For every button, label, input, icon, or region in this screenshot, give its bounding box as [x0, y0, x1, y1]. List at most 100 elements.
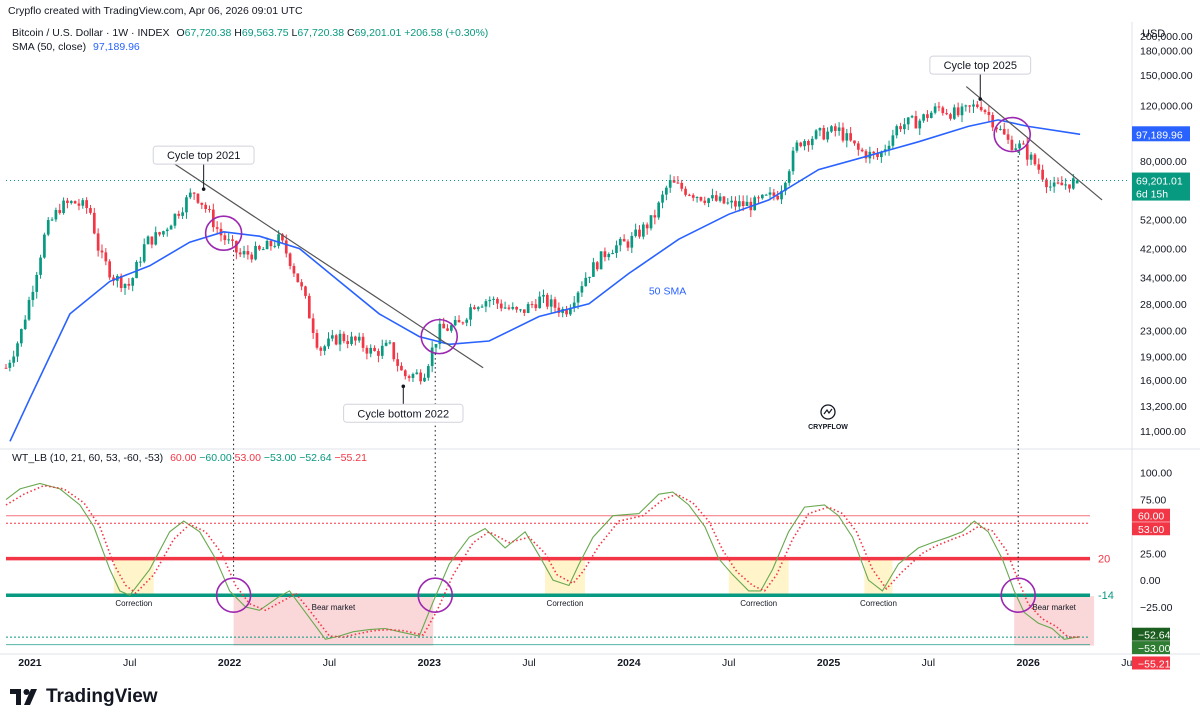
- price-tick-label: 120,000.00: [1140, 101, 1193, 113]
- candle-body: [1010, 139, 1014, 150]
- candle-body: [258, 245, 261, 250]
- osc-axis-55: −55.21: [1138, 658, 1171, 670]
- osc-axis-55-box: [1132, 656, 1170, 670]
- candle-body: [8, 362, 12, 368]
- price-tick-label: 11,000.00: [1140, 426, 1186, 438]
- candle-body: [914, 116, 918, 129]
- candle-body: [227, 239, 231, 241]
- time-tick-label: 2023: [418, 657, 442, 669]
- candle-body: [876, 153, 879, 158]
- currency-label: USD: [1142, 28, 1166, 40]
- candle-body: [261, 249, 265, 251]
- candle-body: [146, 236, 150, 245]
- candle-body: [373, 347, 376, 352]
- candle-body: [676, 182, 680, 184]
- tradingview-logo[interactable]: TradingView: [10, 686, 158, 708]
- candle-body: [791, 150, 795, 172]
- candle-body: [177, 213, 181, 216]
- price-tick-label: 23,000.00: [1140, 326, 1187, 338]
- candle-body: [519, 309, 522, 311]
- osc-level-label: -14: [1098, 590, 1114, 602]
- candle-body: [995, 127, 998, 130]
- candle-body: [507, 307, 511, 309]
- candle-body: [142, 244, 146, 262]
- candle-body: [342, 333, 346, 342]
- candle-body: [699, 196, 703, 201]
- candle-body: [826, 131, 829, 140]
- candle-body: [968, 105, 972, 107]
- symbol-legend[interactable]: Bitcoin / U.S. Dollar · 1W · INDEX O67,7…: [12, 27, 488, 39]
- callout-box: [929, 55, 1032, 75]
- candle-body: [181, 212, 184, 216]
- candle-body: [745, 201, 749, 207]
- indicator-legend[interactable]: WT_LB (10, 21, 60, 53, -60, -53) 60.00 −…: [12, 452, 367, 464]
- candle-body: [188, 192, 192, 198]
- candle-body: [714, 195, 718, 201]
- trendline-2025: [965, 86, 1103, 201]
- candle-body: [54, 209, 58, 220]
- candle-body: [123, 283, 127, 289]
- candle-body: [12, 356, 16, 363]
- cycle-circle: [993, 116, 1032, 153]
- osc-axis-60-box: [1132, 508, 1170, 522]
- candle-body: [1033, 154, 1037, 165]
- candle-body: [526, 304, 530, 313]
- indicator-value-1: 60.00: [170, 452, 197, 464]
- candle-body: [20, 329, 23, 344]
- osc-tick-label: 25.00: [1140, 548, 1166, 560]
- candle-body: [499, 303, 503, 309]
- candle-body: [1060, 182, 1064, 186]
- candle-body: [787, 171, 791, 183]
- candle-body: [549, 299, 553, 307]
- candle-body: [100, 250, 104, 253]
- candle-body: [196, 193, 200, 203]
- candle-body: [300, 282, 303, 287]
- candle-body: [1022, 143, 1025, 145]
- candle-body: [354, 336, 357, 341]
- candle-body: [403, 370, 407, 377]
- osc-axis-signal-box: [1132, 641, 1170, 655]
- candle-body: [553, 299, 557, 308]
- candle-body: [104, 252, 108, 262]
- candle-body: [764, 194, 768, 196]
- candle-body: [741, 201, 745, 207]
- time-tick-label: Jul: [1121, 657, 1134, 669]
- candle-body: [392, 342, 396, 360]
- osc-axis-wave-box: [1132, 627, 1170, 641]
- candle-body: [338, 333, 342, 345]
- price-tick-label: 200,000.00: [1140, 31, 1193, 43]
- candle-body: [231, 239, 234, 241]
- candle-body: [1002, 128, 1006, 135]
- osc-wave-line: [5, 482, 1081, 640]
- candle-body: [27, 299, 31, 320]
- osc-tick-label: 75.00: [1140, 495, 1166, 507]
- osc-cycle-circle: [1000, 577, 1036, 614]
- candle-body: [192, 192, 196, 194]
- candle-body: [23, 319, 27, 330]
- candle-body: [1068, 184, 1071, 189]
- candle-body: [630, 235, 634, 248]
- correction-zone: [728, 558, 789, 596]
- candle-body: [703, 200, 707, 203]
- candle-body: [69, 201, 73, 204]
- candle-body: [273, 245, 277, 247]
- sma-legend[interactable]: SMA (50, close) 97,189.96: [12, 41, 140, 53]
- candle-body: [864, 151, 868, 159]
- sma-annotation: 50 SMA: [649, 285, 686, 297]
- last-price-axis-label: 69,201.01: [1136, 176, 1183, 188]
- candle-body: [841, 127, 845, 141]
- zone-label: Bear market: [1032, 603, 1076, 612]
- candle-body: [730, 200, 733, 203]
- price-tick-label: 34,000.00: [1140, 272, 1187, 284]
- candle-body: [39, 257, 42, 275]
- time-tick-label: Jul: [922, 657, 935, 669]
- candle-body: [933, 106, 937, 113]
- osc-axis-signal: −53.00: [1138, 643, 1171, 655]
- candle-body: [833, 126, 837, 131]
- candle-body: [1029, 154, 1033, 160]
- candle-body: [169, 225, 173, 230]
- candle-body: [46, 220, 50, 235]
- candle-body: [446, 328, 449, 331]
- candle-body: [388, 342, 392, 344]
